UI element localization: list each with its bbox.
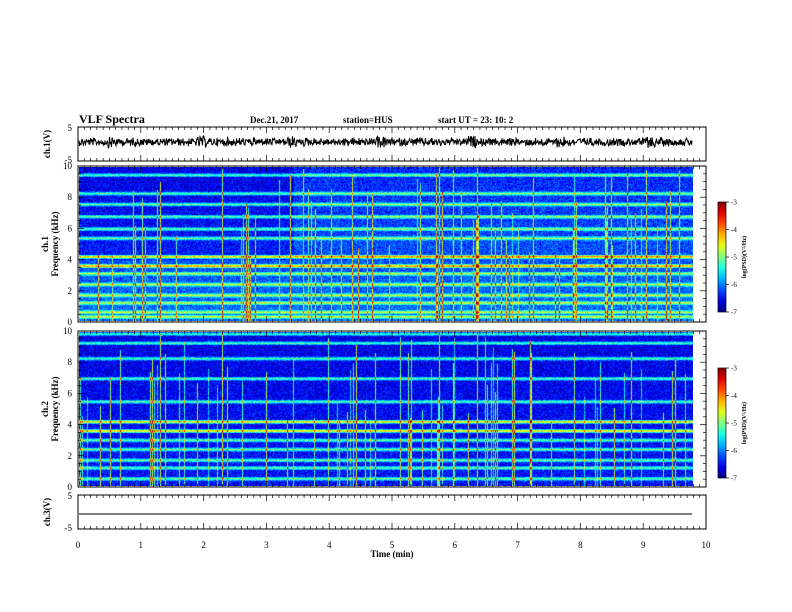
time-tick-label: 10 xyxy=(702,540,712,550)
y-tick-label: 8 xyxy=(68,192,73,202)
start-time-label: start UT = 23: 10: 2 xyxy=(438,115,514,125)
colorbar-tick-label: -6 xyxy=(731,281,737,289)
ch2-spectrogram-channel: ch.2 xyxy=(40,401,50,417)
time-axis-ticklabels: 0 1 2 3 4 5 6 7 8 9 10 xyxy=(76,540,711,550)
y-tick-label: 6 xyxy=(68,223,73,233)
ch2-spectrogram-ylabel: Frequency (kHz) xyxy=(50,376,60,441)
ch1-waveform-trace xyxy=(78,135,693,149)
colorbar-tick-label: -4 xyxy=(731,392,737,400)
time-tick-label: 6 xyxy=(453,540,458,550)
y-tick-label: 8 xyxy=(68,357,73,367)
colorbar-gradient xyxy=(717,367,727,479)
y-tick-label: 4 xyxy=(68,420,73,430)
time-tick-label: 7 xyxy=(515,540,520,550)
y-tick-label: 2 xyxy=(68,286,73,296)
time-tick-label: 2 xyxy=(201,540,206,550)
y-tick-label: 4 xyxy=(68,255,73,265)
y-tick-label: 10 xyxy=(63,326,73,336)
ch1-ytick-bottom: -5 xyxy=(65,155,73,165)
y-tick-label: 2 xyxy=(68,451,73,461)
y-tick-label: 0 xyxy=(68,317,73,327)
ch1-spectrogram-ylabel: Frequency (kHz) xyxy=(50,211,60,276)
ch2-spectrogram-image xyxy=(79,332,693,486)
ch1-spectrogram-image xyxy=(79,167,693,321)
ch3-waveform-ticks xyxy=(77,495,707,529)
time-tick-label: 3 xyxy=(264,540,269,550)
y-tick-label: 6 xyxy=(68,388,73,398)
colorbar-label: log(PSD)(V²/Hz) xyxy=(741,236,748,278)
ch1-spectrogram-yticks: 0 2 4 6 8 10 xyxy=(63,161,706,327)
ch1-ytick-top: 5 xyxy=(68,123,73,133)
ch2-spectrogram-ticks xyxy=(77,331,707,487)
ch1-spectrogram-channel: ch.1 xyxy=(40,236,50,252)
panel-ch1-spectrogram: 0 2 4 6 8 10 ch.1 Frequency (kHz) xyxy=(40,161,707,327)
ch3-waveform-ylabel: ch.3(V) xyxy=(42,498,52,526)
time-axis-label: Time (min) xyxy=(370,549,413,559)
station-label: station=HUS xyxy=(343,115,393,125)
figure-title: VLF Spectra xyxy=(79,112,145,126)
colorbar-tick-label: -7 xyxy=(731,309,737,317)
ch2-colorbar: -3 -4 -5 -6 -7 log(PSD)(V²/Hz) xyxy=(717,365,748,483)
time-tick-label: 4 xyxy=(327,540,332,550)
colorbar-tick-label: -5 xyxy=(731,254,737,262)
ch2-spectrogram-yticks: 0 2 4 6 8 10 xyxy=(63,326,706,492)
y-tick-label: 0 xyxy=(68,482,73,492)
ch3-ytick-bottom: -5 xyxy=(65,523,73,533)
colorbar-tick-label: -4 xyxy=(731,226,737,234)
ch1-waveform-ylabel: ch.1(V) xyxy=(42,130,52,158)
colorbar-tick-label: -7 xyxy=(731,475,737,483)
colorbar-tick-label: -3 xyxy=(731,365,737,373)
time-tick-label: 0 xyxy=(76,540,81,550)
ch3-ytick-top: 5 xyxy=(68,491,73,501)
colorbar-tick-label: -3 xyxy=(731,199,737,207)
panel-ch1-waveform: 5 -5 ch.1(V) xyxy=(42,123,707,165)
date-label: Dec.21, 2017 xyxy=(250,115,299,125)
ch1-spectrogram-ticks xyxy=(77,166,707,322)
colorbar-tick-label: -5 xyxy=(731,420,737,428)
panel-ch3-waveform: 5 -5 ch.3(V) 0 1 2 3 4 5 6 7 8 9 10 Time (min) xyxy=(42,491,711,559)
ch1-colorbar: -3 -4 -5 -6 -7 log(PSD)(V²/Hz) xyxy=(717,199,748,317)
y-tick-label: 10 xyxy=(63,161,73,171)
panel-ch2-spectrogram: 0 2 4 6 8 10 ch.2 Frequency (kHz) xyxy=(40,326,707,492)
ch1-waveform-ticks xyxy=(77,127,707,161)
time-tick-label: 8 xyxy=(578,540,583,550)
colorbar-label: log(PSD)(V²/Hz) xyxy=(741,402,748,444)
colorbar-gradient xyxy=(717,201,727,313)
colorbar-tick-label: -6 xyxy=(731,447,737,455)
time-tick-label: 5 xyxy=(390,540,395,550)
time-tick-label: 9 xyxy=(641,540,646,550)
time-tick-label: 1 xyxy=(139,540,144,550)
